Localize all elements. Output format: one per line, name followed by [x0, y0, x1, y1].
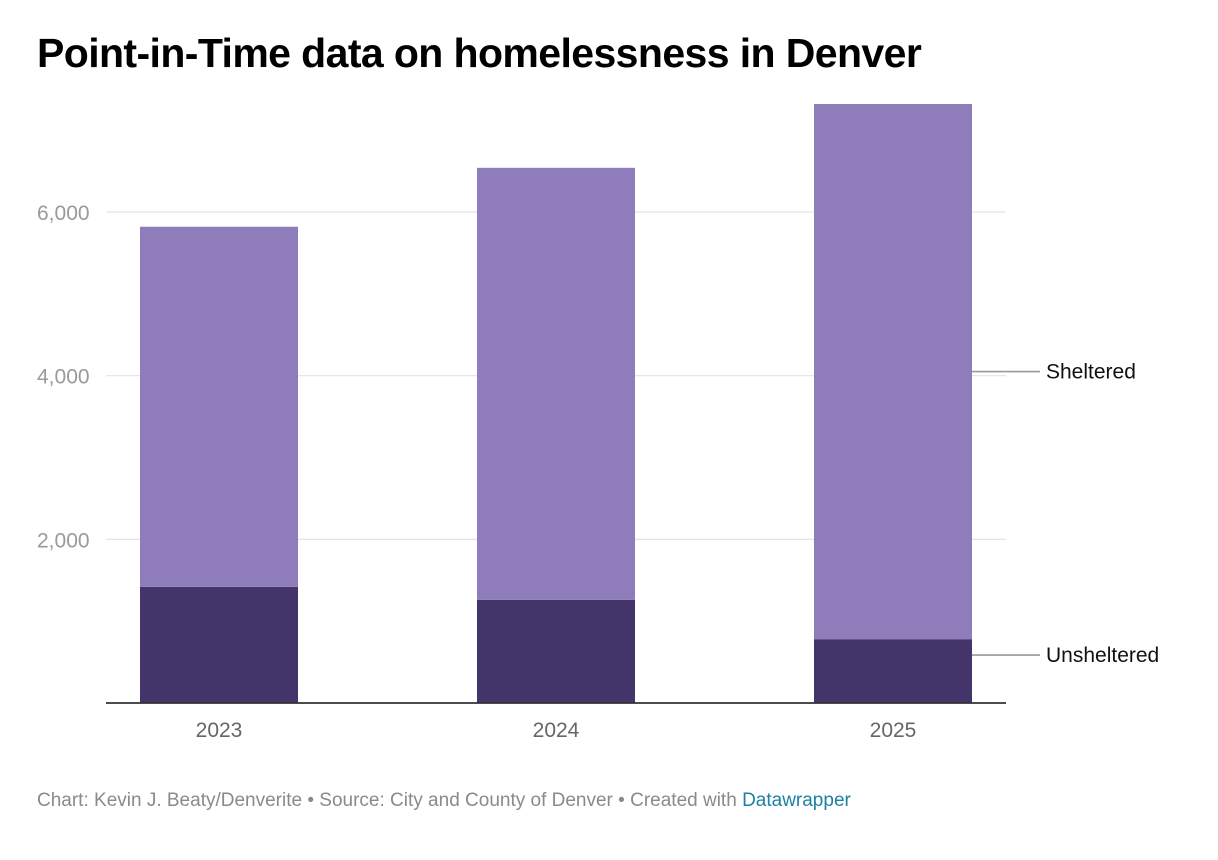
axes: 2,000 4,000 6,000 2023 2024 2025 — [37, 202, 1006, 742]
y-tick-label: 4,000 — [37, 366, 90, 389]
x-tick-label: 2025 — [870, 719, 917, 742]
bar-sheltered-2024 — [477, 167, 635, 600]
x-tick-label: 2024 — [533, 719, 580, 742]
credit-text: Chart: Kevin J. Beaty/Denverite — [37, 790, 303, 811]
y-tick-label: 2,000 — [37, 529, 90, 552]
bars — [140, 104, 972, 703]
separator-1: • — [302, 790, 320, 811]
bar-unsheltered-2023 — [140, 586, 298, 703]
separator-2: • — [612, 790, 631, 811]
created-with-text: Created with — [630, 790, 743, 811]
chart-title: Point-in-Time data on homelessness in De… — [37, 30, 922, 76]
stacked-bar-chart: 2,000 4,000 6,000 2023 2024 2025 Unsheltered S… — [37, 104, 1159, 742]
series-label-sheltered: Sheltered — [1046, 361, 1136, 384]
datawrapper-link[interactable]: Datawrapper — [742, 790, 851, 811]
bar-unsheltered-2024 — [477, 599, 635, 703]
y-tick-label: 6,000 — [37, 202, 90, 225]
bar-sheltered-2023 — [140, 226, 298, 587]
bar-sheltered-2025 — [814, 104, 972, 640]
chart-footer: Chart: Kevin J. Beaty/Denverite • Source… — [37, 790, 851, 812]
bar-unsheltered-2025 — [814, 639, 972, 703]
x-tick-label: 2023 — [196, 719, 243, 742]
series-label-unsheltered: Unsheltered — [1046, 644, 1159, 667]
series-labels: Unsheltered Sheltered — [972, 361, 1159, 667]
source-text: Source: City and County of Denver — [319, 790, 613, 811]
